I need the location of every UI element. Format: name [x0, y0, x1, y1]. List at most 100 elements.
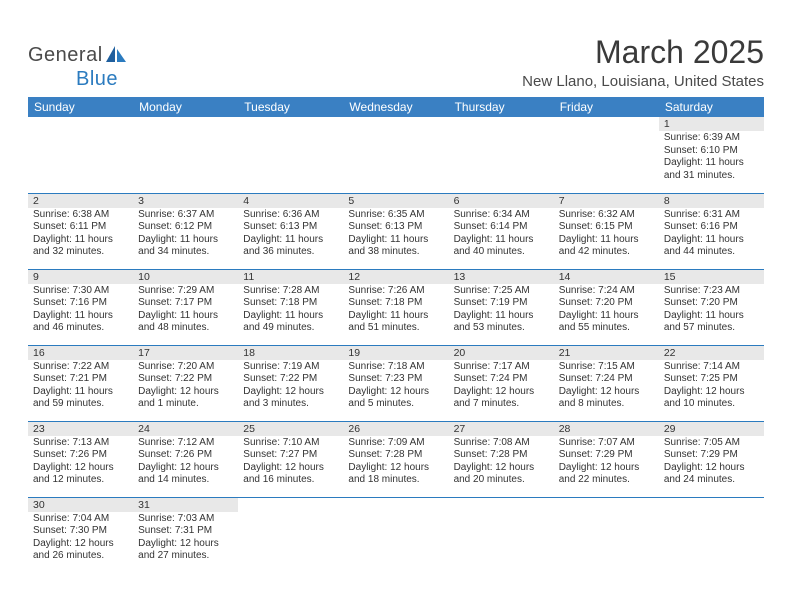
sunset: Sunset: 6:15 PM — [559, 221, 654, 234]
day-header: Wednesday — [343, 97, 448, 117]
daylight: Daylight: 11 hours — [138, 310, 233, 323]
daylight: Daylight: 12 hours — [138, 538, 233, 551]
daylight: and 57 minutes. — [664, 322, 759, 335]
day-cell: 6Sunrise: 6:34 AMSunset: 6:14 PMDaylight… — [449, 193, 554, 269]
day-cell: 29Sunrise: 7:05 AMSunset: 7:29 PMDayligh… — [659, 421, 764, 497]
day-cell: 19Sunrise: 7:18 AMSunset: 7:23 PMDayligh… — [343, 345, 448, 421]
month-title: March 2025 — [522, 34, 764, 71]
day-number: 13 — [449, 270, 554, 284]
day-info: Sunrise: 7:12 AMSunset: 7:26 PMDaylight:… — [133, 436, 238, 491]
day-cell: 12Sunrise: 7:26 AMSunset: 7:18 PMDayligh… — [343, 269, 448, 345]
sunrise: Sunrise: 7:12 AM — [138, 437, 233, 450]
calendar-page: GeneralBlue March 2025 New Llano, Louisi… — [0, 0, 792, 573]
day-number: 30 — [28, 498, 133, 512]
sunset: Sunset: 7:22 PM — [243, 373, 338, 386]
daylight: and 8 minutes. — [559, 398, 654, 411]
sunrise: Sunrise: 6:31 AM — [664, 209, 759, 222]
daylight: and 27 minutes. — [138, 550, 233, 563]
day-info: Sunrise: 7:19 AMSunset: 7:22 PMDaylight:… — [238, 360, 343, 415]
logo-text-1: General — [28, 44, 103, 66]
daylight: Daylight: 11 hours — [33, 310, 128, 323]
day-cell: 18Sunrise: 7:19 AMSunset: 7:22 PMDayligh… — [238, 345, 343, 421]
daylight: and 38 minutes. — [348, 246, 443, 259]
week-row: 2Sunrise: 6:38 AMSunset: 6:11 PMDaylight… — [28, 193, 764, 269]
day-cell: 25Sunrise: 7:10 AMSunset: 7:27 PMDayligh… — [238, 421, 343, 497]
daylight: and 40 minutes. — [454, 246, 549, 259]
day-cell — [343, 497, 448, 573]
daylight: Daylight: 11 hours — [243, 234, 338, 247]
daylight: and 12 minutes. — [33, 474, 128, 487]
daylight: and 49 minutes. — [243, 322, 338, 335]
day-cell: 4Sunrise: 6:36 AMSunset: 6:13 PMDaylight… — [238, 193, 343, 269]
day-cell — [449, 117, 554, 193]
daylight: Daylight: 11 hours — [138, 234, 233, 247]
sunrise: Sunrise: 7:24 AM — [559, 285, 654, 298]
daylight: and 36 minutes. — [243, 246, 338, 259]
sunset: Sunset: 7:30 PM — [33, 525, 128, 538]
day-number: 3 — [133, 194, 238, 208]
day-cell: 20Sunrise: 7:17 AMSunset: 7:24 PMDayligh… — [449, 345, 554, 421]
day-info: Sunrise: 7:14 AMSunset: 7:25 PMDaylight:… — [659, 360, 764, 415]
day-number: 8 — [659, 194, 764, 208]
sunset: Sunset: 7:19 PM — [454, 297, 549, 310]
day-cell — [449, 497, 554, 573]
day-info: Sunrise: 7:17 AMSunset: 7:24 PMDaylight:… — [449, 360, 554, 415]
daylight: and 22 minutes. — [559, 474, 654, 487]
day-cell: 11Sunrise: 7:28 AMSunset: 7:18 PMDayligh… — [238, 269, 343, 345]
daylight: and 5 minutes. — [348, 398, 443, 411]
daylight: Daylight: 12 hours — [664, 462, 759, 475]
day-cell: 16Sunrise: 7:22 AMSunset: 7:21 PMDayligh… — [28, 345, 133, 421]
daylight: Daylight: 12 hours — [559, 386, 654, 399]
sunset: Sunset: 6:13 PM — [348, 221, 443, 234]
sunset: Sunset: 7:31 PM — [138, 525, 233, 538]
day-number: 6 — [449, 194, 554, 208]
sunrise: Sunrise: 6:38 AM — [33, 209, 128, 222]
day-number: 21 — [554, 346, 659, 360]
day-number: 18 — [238, 346, 343, 360]
day-cell: 10Sunrise: 7:29 AMSunset: 7:17 PMDayligh… — [133, 269, 238, 345]
sunrise: Sunrise: 7:13 AM — [33, 437, 128, 450]
daylight: Daylight: 12 hours — [348, 386, 443, 399]
sunset: Sunset: 6:14 PM — [454, 221, 549, 234]
day-info: Sunrise: 6:36 AMSunset: 6:13 PMDaylight:… — [238, 208, 343, 263]
sunrise: Sunrise: 7:10 AM — [243, 437, 338, 450]
daylight: Daylight: 11 hours — [664, 234, 759, 247]
daylight: Daylight: 12 hours — [454, 386, 549, 399]
daylight: and 53 minutes. — [454, 322, 549, 335]
day-number: 29 — [659, 422, 764, 436]
sunset: Sunset: 6:12 PM — [138, 221, 233, 234]
daylight: Daylight: 11 hours — [348, 234, 443, 247]
day-number: 24 — [133, 422, 238, 436]
day-info: Sunrise: 6:35 AMSunset: 6:13 PMDaylight:… — [343, 208, 448, 263]
sunset: Sunset: 7:26 PM — [138, 449, 233, 462]
day-info: Sunrise: 7:23 AMSunset: 7:20 PMDaylight:… — [659, 284, 764, 339]
day-header: Sunday — [28, 97, 133, 117]
day-header: Saturday — [659, 97, 764, 117]
sunset: Sunset: 7:28 PM — [454, 449, 549, 462]
daylight: Daylight: 12 hours — [138, 462, 233, 475]
day-cell: 7Sunrise: 6:32 AMSunset: 6:15 PMDaylight… — [554, 193, 659, 269]
daylight: Daylight: 12 hours — [243, 386, 338, 399]
day-info: Sunrise: 7:07 AMSunset: 7:29 PMDaylight:… — [554, 436, 659, 491]
daylight: Daylight: 12 hours — [348, 462, 443, 475]
sunrise: Sunrise: 7:03 AM — [138, 513, 233, 526]
daylight: and 31 minutes. — [664, 170, 759, 183]
daylight: Daylight: 11 hours — [664, 157, 759, 170]
sunset: Sunset: 7:23 PM — [348, 373, 443, 386]
day-header: Friday — [554, 97, 659, 117]
day-number: 12 — [343, 270, 448, 284]
day-info: Sunrise: 6:39 AMSunset: 6:10 PMDaylight:… — [659, 131, 764, 186]
day-cell: 8Sunrise: 6:31 AMSunset: 6:16 PMDaylight… — [659, 193, 764, 269]
daylight: and 10 minutes. — [664, 398, 759, 411]
sunset: Sunset: 6:13 PM — [243, 221, 338, 234]
day-cell: 26Sunrise: 7:09 AMSunset: 7:28 PMDayligh… — [343, 421, 448, 497]
day-number: 27 — [449, 422, 554, 436]
day-number: 5 — [343, 194, 448, 208]
daylight: Daylight: 12 hours — [138, 386, 233, 399]
day-number: 15 — [659, 270, 764, 284]
day-info: Sunrise: 7:20 AMSunset: 7:22 PMDaylight:… — [133, 360, 238, 415]
sunrise: Sunrise: 7:25 AM — [454, 285, 549, 298]
day-number: 16 — [28, 346, 133, 360]
daylight: and 20 minutes. — [454, 474, 549, 487]
day-number: 10 — [133, 270, 238, 284]
